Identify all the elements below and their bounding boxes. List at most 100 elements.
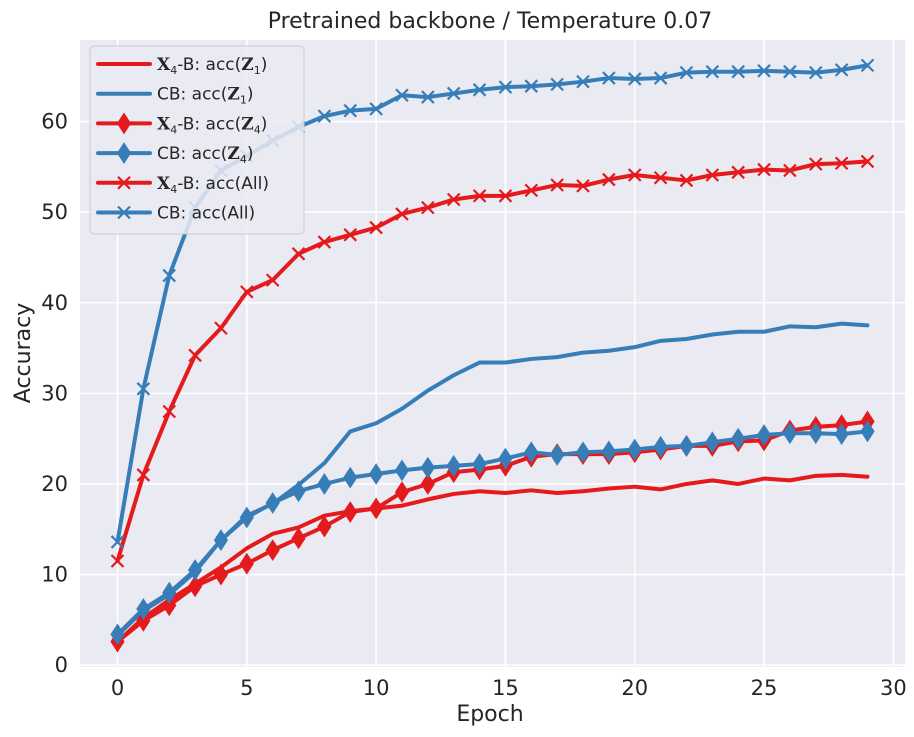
legend-label: X4-B: acc(All) — [157, 174, 269, 196]
data-point — [110, 535, 125, 549]
data-point — [627, 168, 642, 182]
data-point — [421, 200, 435, 215]
y-tick-label: 10 — [41, 563, 68, 587]
data-point — [317, 109, 332, 123]
y-tick-label: 60 — [41, 110, 68, 134]
data-point — [213, 529, 229, 552]
data-point — [446, 192, 461, 207]
data-point — [187, 575, 203, 598]
series-3 — [110, 420, 875, 646]
data-point — [162, 404, 177, 419]
data-point — [394, 459, 410, 482]
y-tick-label: 50 — [41, 200, 68, 224]
data-point — [783, 163, 797, 178]
data-point — [808, 65, 823, 80]
y-tick-label: 40 — [41, 291, 68, 315]
data-point — [291, 480, 306, 503]
data-point — [162, 581, 177, 604]
data-point — [498, 447, 513, 470]
data-point — [860, 154, 875, 169]
data-point — [550, 444, 565, 466]
data-point — [317, 473, 332, 495]
legend-label: CB: acc(Z4) — [157, 144, 253, 166]
data-point — [265, 273, 280, 287]
data-point — [136, 382, 151, 396]
x-tick-label: 25 — [751, 676, 778, 700]
data-point — [369, 220, 383, 235]
data-point — [446, 86, 461, 101]
data-point — [705, 168, 720, 182]
data-point — [240, 285, 254, 299]
data-point — [653, 435, 668, 458]
data-point — [421, 90, 435, 104]
data-point — [239, 552, 254, 575]
data-point — [395, 88, 409, 103]
data-point — [162, 268, 177, 283]
data-point — [679, 173, 694, 188]
data-point — [575, 441, 591, 464]
data-point — [731, 165, 745, 180]
data-point — [369, 102, 383, 116]
data-point — [602, 172, 616, 187]
legend-label: X4-B: acc(Z1) — [157, 55, 267, 77]
chart-title: Pretrained backbone / Temperature 0.07 — [268, 9, 713, 34]
y-tick-label: 0 — [55, 653, 68, 677]
data-point — [472, 189, 487, 203]
data-point — [213, 563, 229, 586]
series-0 — [115, 472, 870, 644]
data-point — [834, 156, 849, 171]
x-tick-label: 20 — [621, 676, 648, 700]
tick-labels: 0 5 10 15 20 25 30 0 10 20 30 40 50 60 — [41, 110, 906, 700]
data-point — [110, 623, 125, 646]
data-point — [860, 58, 875, 73]
data-point — [162, 594, 177, 617]
x-tick-label: 0 — [111, 676, 124, 700]
x-tick-label: 15 — [492, 676, 519, 700]
x-axis-title: Epoch — [456, 702, 523, 727]
data-point — [860, 420, 875, 443]
data-point — [472, 83, 487, 97]
data-point — [731, 427, 746, 450]
data-point — [550, 77, 564, 92]
data-point — [188, 348, 202, 363]
data-point — [627, 72, 642, 86]
data-point — [214, 321, 228, 335]
data-point — [705, 431, 720, 454]
data-point — [498, 80, 513, 94]
y-axis-title: Accuracy — [11, 303, 36, 403]
data-point — [757, 162, 771, 177]
data-point — [782, 422, 798, 445]
legend-label: CB: acc(All) — [157, 204, 255, 224]
data-point — [291, 247, 306, 261]
data-point — [394, 481, 410, 504]
data-point — [679, 65, 694, 80]
data-point — [550, 178, 564, 192]
x-tick-label: 5 — [240, 676, 253, 700]
data-point — [498, 189, 513, 203]
data-point — [265, 492, 280, 514]
legend-marker — [116, 142, 132, 165]
data-point — [317, 235, 332, 249]
data-point — [136, 468, 151, 482]
data-point — [524, 79, 539, 93]
y-tick-label: 30 — [41, 381, 68, 405]
data-point — [110, 554, 125, 568]
data-point — [446, 454, 461, 477]
data-point — [136, 598, 151, 620]
data-point — [343, 228, 358, 242]
x-tick-label: 30 — [880, 676, 907, 700]
data-point — [783, 64, 797, 79]
data-point — [343, 501, 358, 523]
data-point — [343, 466, 358, 489]
data-point — [239, 506, 254, 529]
data-point — [834, 63, 849, 77]
data-point — [757, 64, 771, 78]
data-point — [731, 64, 745, 79]
data-point — [187, 559, 203, 581]
data-point — [834, 423, 849, 446]
data-point — [395, 207, 409, 221]
series-group — [110, 58, 875, 653]
legend-marker — [116, 112, 132, 135]
legend-label: X4-B: acc(Z4) — [157, 114, 267, 136]
